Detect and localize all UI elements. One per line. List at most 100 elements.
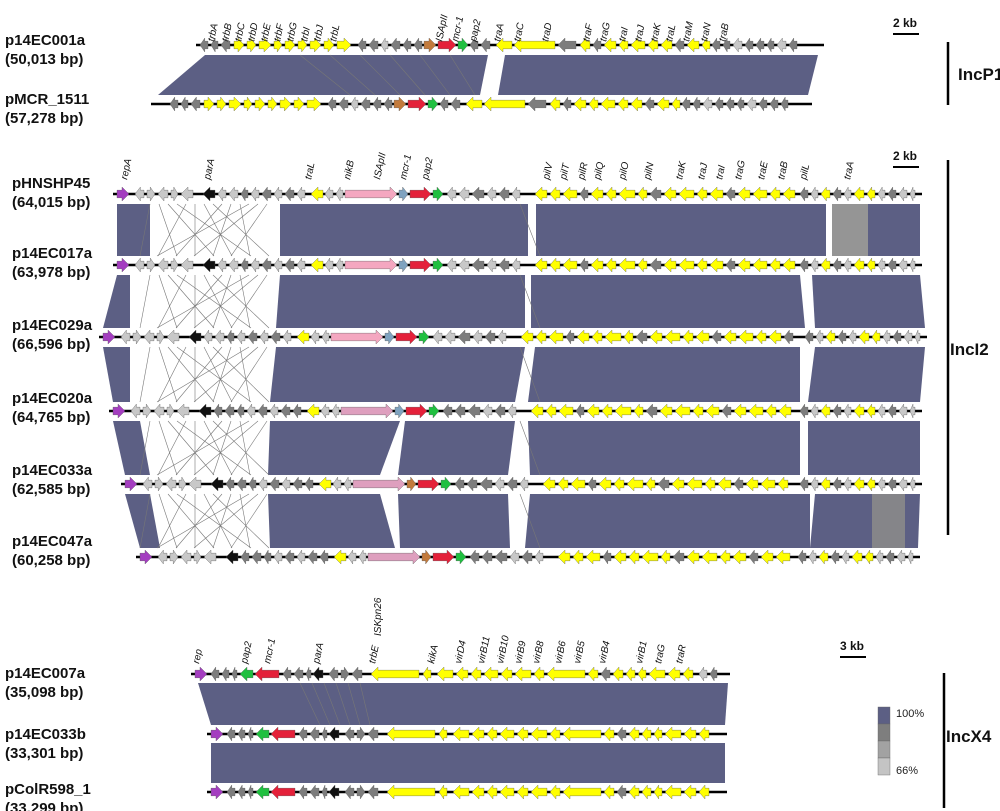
gene-label: virB9	[513, 640, 529, 665]
gene-arrow	[347, 549, 357, 565]
gene-arrow	[714, 96, 724, 112]
gene-arrow	[799, 186, 809, 202]
gene-arrow	[907, 549, 914, 565]
homology-line	[212, 493, 232, 549]
gene-arrow	[225, 549, 239, 565]
gene-arrow	[830, 549, 840, 565]
homology-line	[167, 493, 215, 549]
gene-arrow	[324, 257, 334, 273]
gene-arrow	[630, 37, 646, 53]
gene-arrow	[637, 257, 648, 273]
gene-arrow	[428, 403, 440, 419]
gene-arrow	[471, 726, 485, 742]
gene-arrow	[600, 96, 616, 112]
gene-arrow	[705, 403, 720, 419]
gene-arrow	[513, 37, 556, 53]
gene-arrow	[887, 186, 897, 202]
gene-arrow	[530, 403, 544, 419]
gene-label: parA	[202, 157, 217, 181]
gene-arrow	[254, 96, 266, 112]
gene-arrow	[590, 257, 604, 273]
gene-arrow	[338, 96, 349, 112]
plasmid-size: (33,299 bp)	[5, 800, 83, 811]
homology-line	[175, 346, 223, 403]
gene-arrow	[506, 476, 518, 492]
gene-arrow	[704, 476, 716, 492]
gene-arrow	[258, 37, 272, 53]
gene-arrow	[549, 96, 561, 112]
homology-line	[239, 493, 251, 549]
homology-line	[203, 274, 233, 329]
gene-arrow	[896, 549, 906, 565]
gene-arrow	[521, 549, 533, 565]
gene-label: traA	[492, 22, 507, 43]
gene-arrow	[273, 549, 283, 565]
gene-arrow	[231, 666, 238, 682]
homology-line	[335, 682, 351, 726]
gene-arrow	[247, 784, 254, 800]
gene-label: traG	[598, 21, 613, 43]
gene-arrow	[674, 403, 691, 419]
gene-arrow	[637, 186, 648, 202]
gene-arrow	[210, 784, 224, 800]
gene-arrow	[240, 257, 249, 273]
gene-arrow	[587, 476, 597, 492]
gene-arrow	[279, 96, 292, 112]
gene-arrow	[432, 257, 444, 273]
gene-label: ISKpn26	[373, 597, 384, 636]
plasmid-name: p14EC007a	[5, 665, 86, 682]
gene-arrow	[557, 549, 571, 565]
gene-label: traK	[649, 21, 664, 43]
homology-line	[158, 203, 178, 257]
gene-arrow	[810, 257, 819, 273]
gene-arrow	[755, 37, 765, 53]
gene-arrow	[220, 37, 231, 53]
gene-arrow	[343, 476, 352, 492]
gene-arrow	[698, 726, 710, 742]
gene-arrow	[352, 476, 406, 492]
gene-arrow	[438, 726, 448, 742]
homology-line	[139, 274, 151, 329]
gene-arrow	[340, 666, 350, 682]
homology-line	[212, 203, 232, 257]
gene-arrow	[641, 549, 659, 565]
gene-arrow	[439, 96, 449, 112]
homology-line	[139, 493, 151, 549]
gene-arrow	[306, 403, 320, 419]
gene-arrow	[165, 476, 177, 492]
gene-arrow	[732, 37, 743, 53]
gene-arrow	[909, 186, 916, 202]
gene-arrow	[818, 549, 829, 565]
gene-arrow	[261, 186, 272, 202]
gene-arrow	[877, 403, 886, 419]
gene-arrow	[755, 329, 767, 345]
homology-line	[175, 420, 223, 476]
gene-arrow	[778, 403, 792, 419]
homology-line	[203, 203, 233, 257]
homology-band	[268, 494, 395, 548]
homology-line	[156, 274, 250, 329]
gene-arrow	[613, 549, 627, 565]
gene-arrow	[226, 784, 236, 800]
gene-arrow	[769, 186, 781, 202]
gene-arrow	[709, 257, 724, 273]
gene-arrow	[549, 257, 561, 273]
gene-arrow	[323, 37, 335, 53]
gene-arrow	[601, 403, 613, 419]
gene-arrow	[335, 257, 344, 273]
gene-arrow	[494, 403, 506, 419]
gene-arrow	[380, 37, 389, 53]
gene-arrow	[499, 784, 515, 800]
homology-band	[808, 421, 920, 475]
gene-arrow	[344, 257, 398, 273]
gene-arrow	[202, 186, 216, 202]
gene-arrow	[454, 403, 466, 419]
gene-label: ISApII	[372, 151, 388, 180]
gene-arrow	[440, 476, 452, 492]
homology-line	[212, 274, 270, 329]
gene-arrow	[465, 96, 483, 112]
homology-band	[528, 421, 800, 475]
gene-arrow	[170, 257, 179, 273]
gene-arrow	[248, 476, 257, 492]
gene-arrow	[282, 329, 292, 345]
